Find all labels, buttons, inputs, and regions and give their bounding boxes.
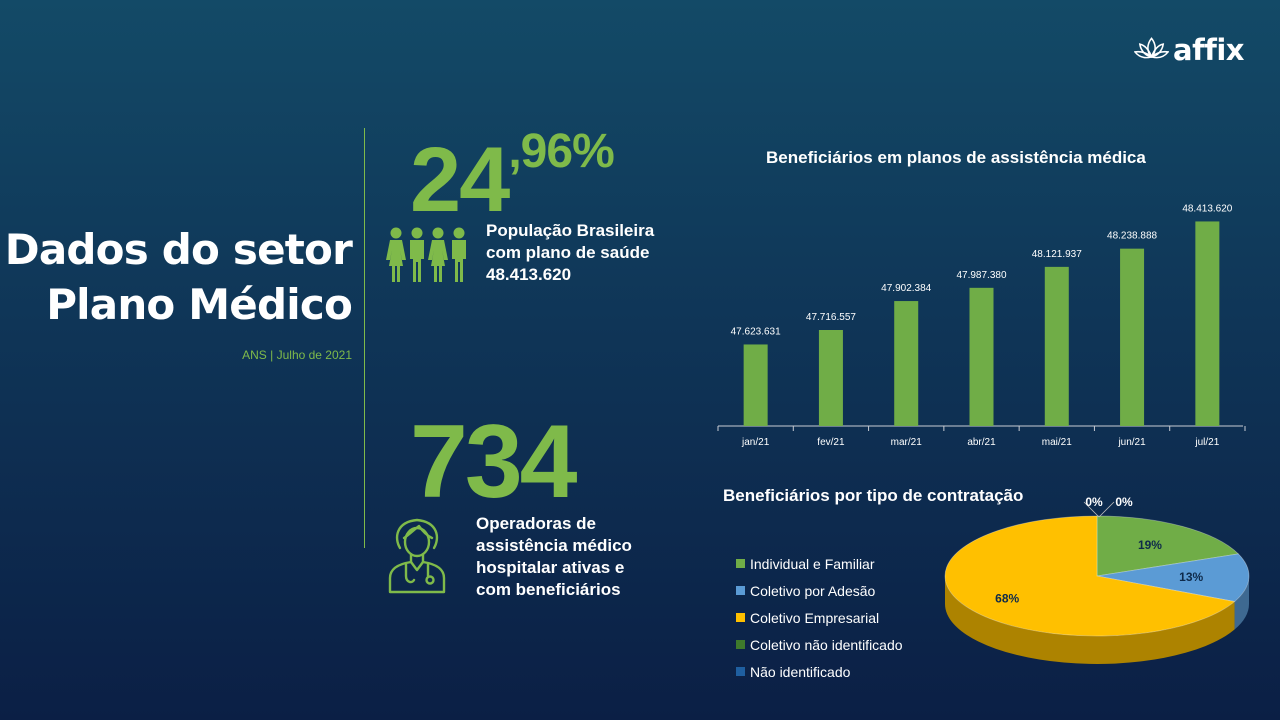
population-description: População Brasileira com plano de saúde …	[486, 220, 654, 286]
operators-line-3: hospitalar ativas e	[476, 558, 625, 577]
brand-name: affix	[1173, 33, 1244, 67]
bar-value-label: 47.623.631	[731, 326, 781, 337]
operators-line-2: assistência médico	[476, 536, 632, 555]
x-tick-label: fev/21	[817, 437, 845, 448]
pie-slice-label: 0%	[1085, 495, 1103, 509]
pie-slice-label: 13%	[1179, 570, 1203, 584]
x-tick-label: jun/21	[1117, 437, 1146, 448]
bar-value-label: 47.716.557	[806, 312, 856, 323]
bar-value-label: 47.902.384	[881, 283, 931, 294]
pie-slice-side	[1234, 576, 1249, 630]
pie-chart-title: Beneficiários por tipo de contratação	[723, 486, 1024, 505]
pie-legend: Individual e Familiar Coletivo por Adesão…	[736, 550, 903, 685]
page-title: Dados do setor Plano Médico	[0, 222, 353, 332]
percentage-integer: 24	[410, 129, 510, 231]
pie-slice	[1096, 553, 1250, 602]
bar-chart: 47.623.631 jan/21 47.716.557 fev/21 47.902.3…	[717, 203, 1246, 448]
bar	[969, 287, 994, 426]
doctor-icon	[388, 518, 446, 594]
legend-item: Coletivo por Adesão	[736, 577, 903, 604]
population-line-3: 48.413.620	[486, 265, 572, 284]
legend-swatch	[736, 586, 745, 595]
legend-item: Não identificado	[736, 658, 903, 685]
x-tick-label: mar/21	[891, 437, 923, 448]
legend-label: Coletivo Empresarial	[750, 609, 880, 626]
bar	[1120, 248, 1145, 426]
x-tick-label: mai/21	[1042, 437, 1072, 448]
pie-slice	[944, 515, 1236, 637]
bar	[1044, 266, 1069, 426]
pie-chart: 19% 13% 68% 0% 0%	[944, 495, 1250, 664]
people-group-icon	[386, 227, 466, 282]
legend-item: Coletivo não identificado	[736, 631, 903, 658]
source-note: ANS | Julho de 2021	[242, 348, 352, 362]
legend-item: Coletivo Empresarial	[736, 604, 903, 631]
legend-label: Individual e Familiar	[750, 555, 875, 572]
bar-value-label: 47.987.380	[956, 270, 1006, 281]
bar	[1195, 221, 1220, 426]
bar	[818, 329, 843, 426]
legend-label: Não identificado	[750, 663, 851, 680]
lotus-icon	[1134, 37, 1170, 59]
pie-slice-side	[945, 576, 1235, 664]
operators-description: Operadoras de assistência médico hospita…	[476, 513, 666, 601]
bar-value-label: 48.413.620	[1182, 203, 1232, 214]
population-line-2: com plano de saúde	[486, 243, 650, 262]
pie-leader-line	[1083, 501, 1100, 518]
pie-slice-label: 0%	[1115, 495, 1133, 509]
title-line-1: Dados do setor	[4, 225, 353, 274]
bar	[743, 344, 768, 426]
pie-leader-line	[1098, 501, 1115, 518]
bar-value-label: 48.238.888	[1107, 231, 1157, 242]
legend-label: Coletivo não identificado	[750, 636, 903, 653]
affix-logo: affix	[1134, 30, 1244, 70]
x-tick-label: jul/21	[1194, 437, 1219, 448]
bar-value-label: 48.121.937	[1032, 249, 1082, 260]
bar-chart-title: Beneficiários em planos de assistência m…	[766, 148, 1146, 167]
x-tick-label: jan/21	[741, 437, 770, 448]
population-percentage: 24,96%	[410, 125, 615, 227]
bar	[894, 301, 919, 426]
pie-slice-label: 68%	[995, 592, 1019, 606]
legend-swatch	[736, 559, 745, 568]
legend-item: Individual e Familiar	[736, 550, 903, 577]
percentage-decimal: ,96%	[508, 125, 614, 178]
population-line-1: População Brasileira	[486, 221, 655, 240]
pie-slice	[1096, 515, 1240, 577]
legend-swatch	[736, 613, 745, 622]
legend-label: Coletivo por Adesão	[750, 582, 876, 599]
legend-swatch	[736, 667, 745, 676]
divider	[364, 128, 365, 548]
legend-swatch	[736, 640, 745, 649]
operators-count: 734	[410, 404, 578, 520]
operators-line-1: Operadoras de	[476, 514, 596, 533]
x-tick-label: abr/21	[967, 437, 996, 448]
title-line-2: Plano Médico	[46, 280, 353, 329]
operators-line-4: com beneficiários	[476, 580, 621, 599]
pie-slice-label: 19%	[1138, 538, 1162, 552]
